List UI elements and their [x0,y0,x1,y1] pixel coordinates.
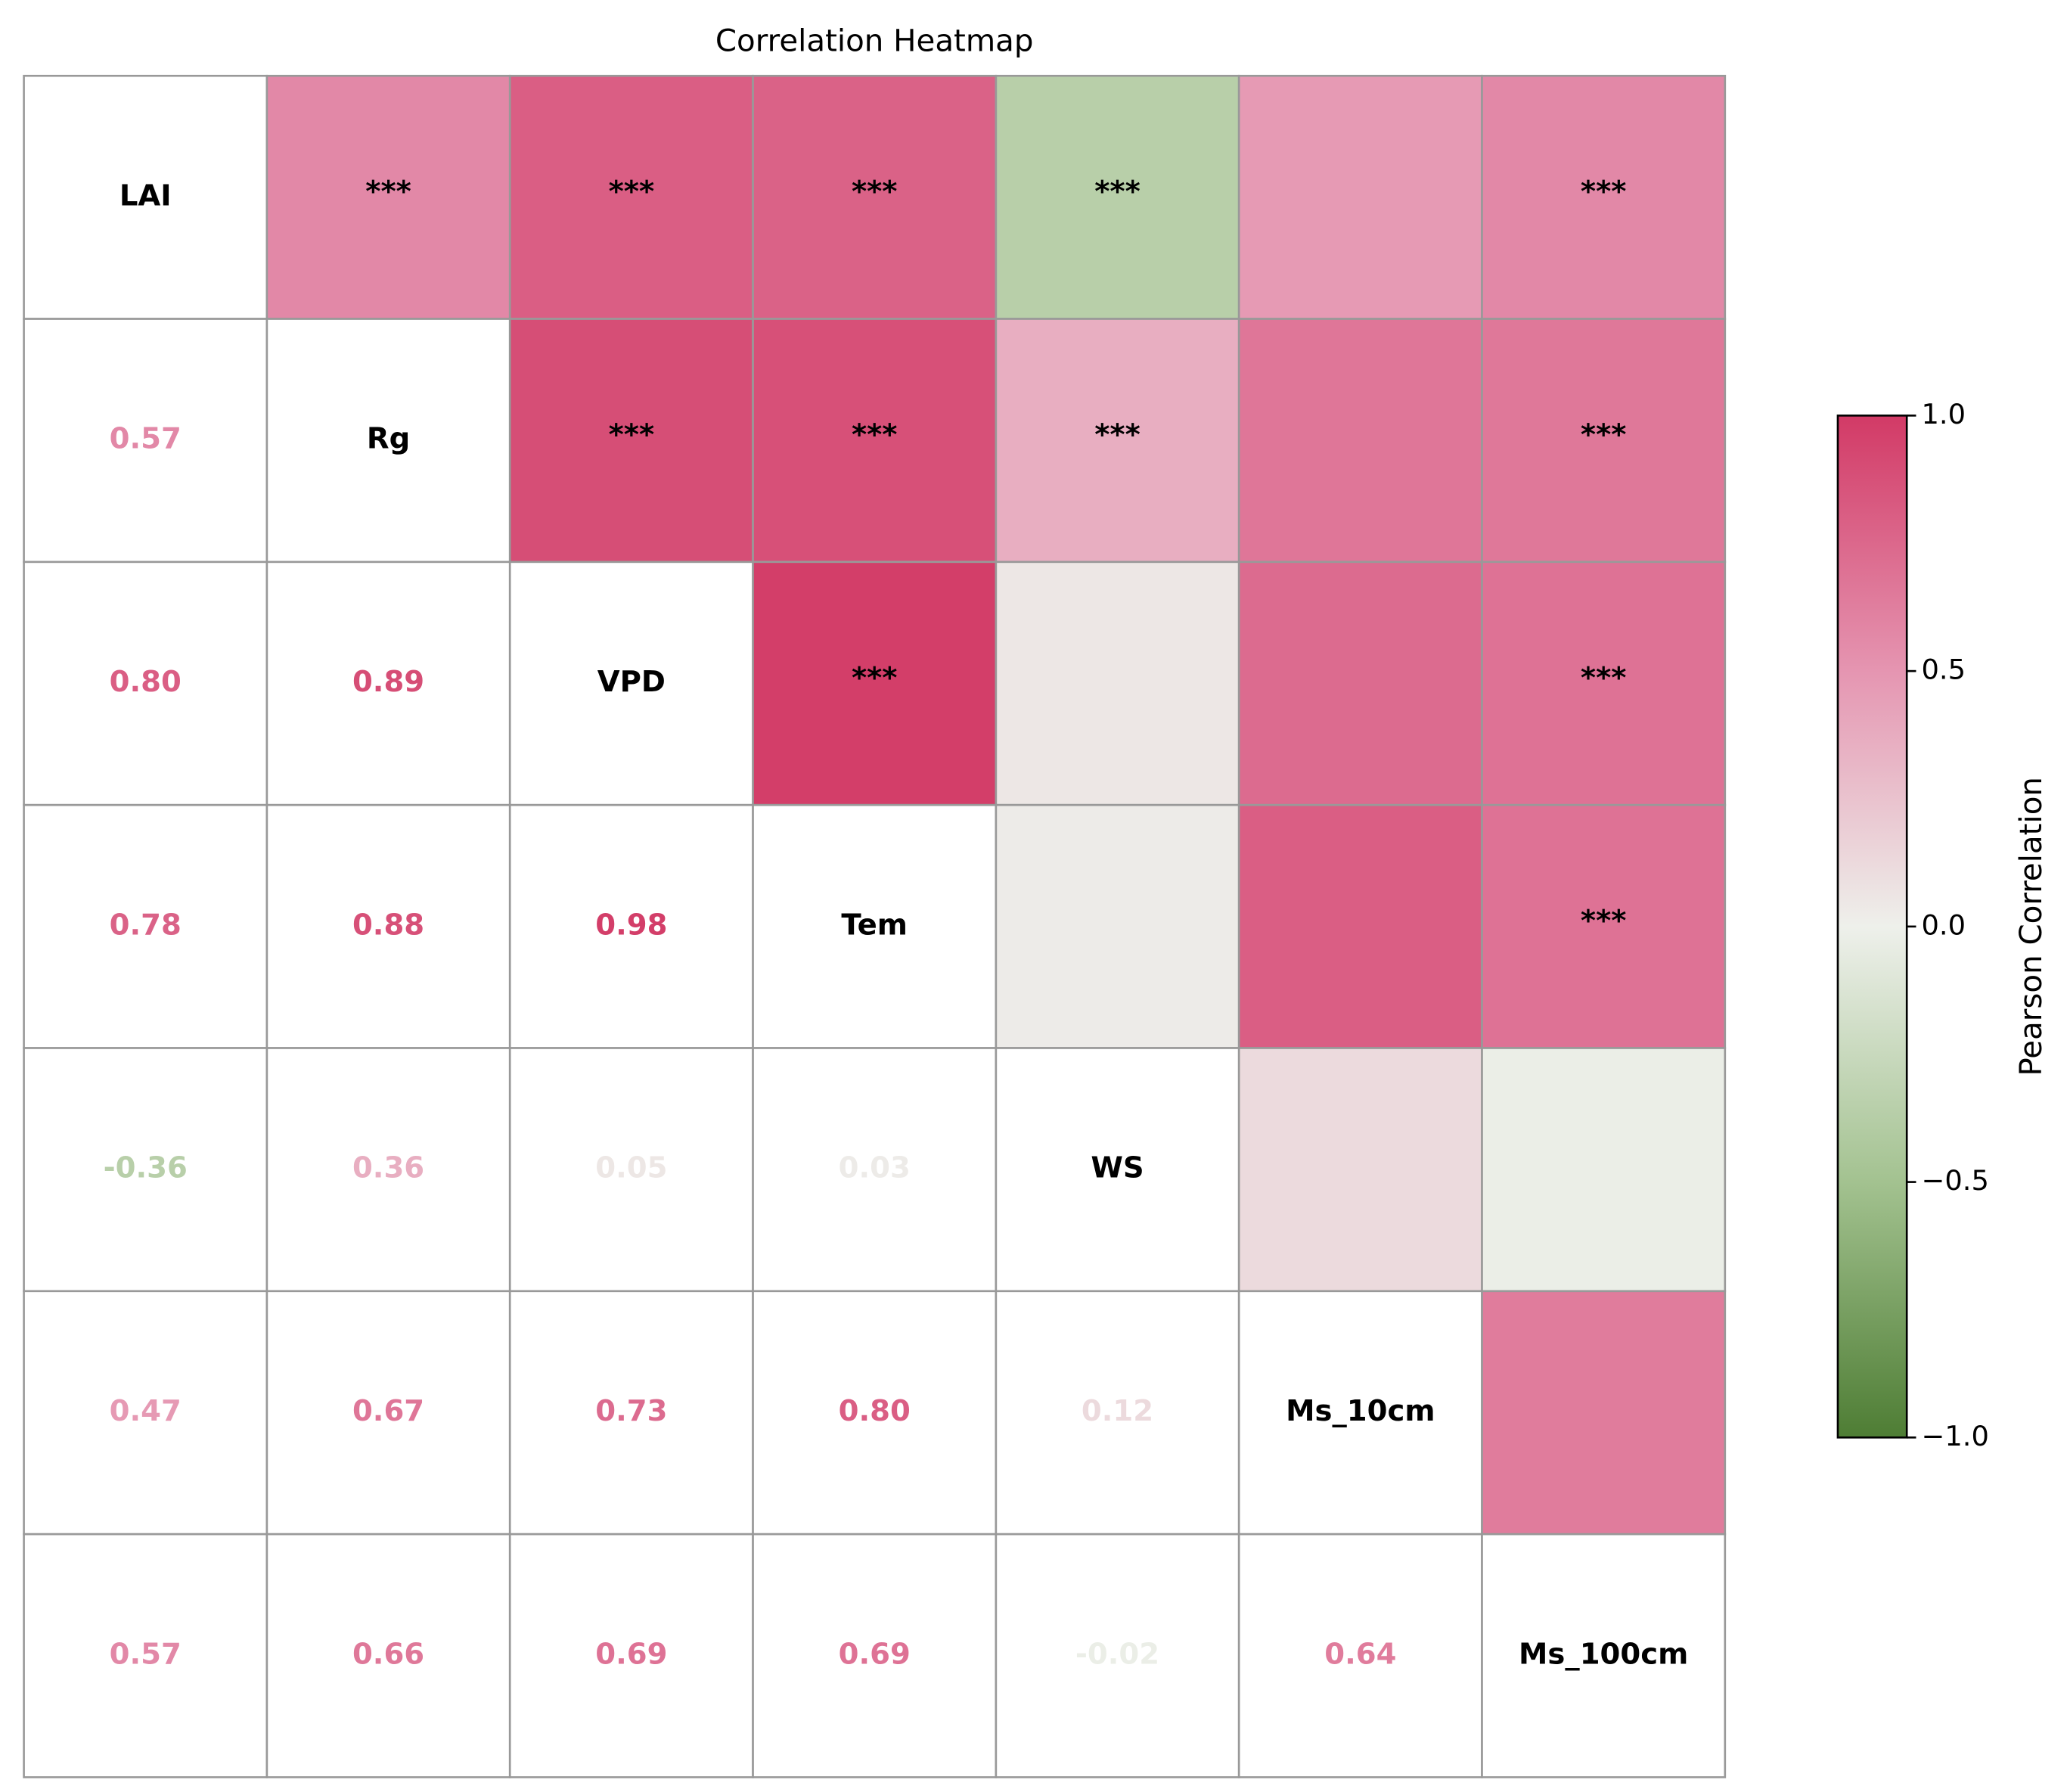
diagonal-cell [995,1047,1240,1293]
value-label: 0.89 [352,665,424,699]
value-label: 0.12 [1082,1394,1153,1428]
variable-label: Tem [841,908,908,942]
heatmap-cell [752,318,998,564]
variable-label: VPD [597,665,666,699]
lower-cell [1237,1533,1483,1778]
heatmap-cell [1481,803,1727,1049]
colorbar [1836,415,1908,1439]
heatmap-cell [1237,318,1483,564]
heatmap-cell [1237,1047,1483,1293]
colorbar-tick-label: −1.0 [1921,1420,1988,1452]
lower-cell [265,561,511,806]
lower-cell [265,1290,511,1536]
significance-stars: *** [1581,661,1627,695]
variable-label: Ms_100cm [1519,1637,1688,1671]
lower-cell [23,561,268,806]
significance-stars: *** [1581,418,1627,452]
value-label: 0.64 [1324,1637,1396,1671]
lower-cell [995,1533,1240,1778]
lower-cell [23,1533,268,1778]
heatmap-cell [1481,1290,1727,1536]
lower-cell [508,1533,754,1778]
value-label: -0.36 [104,1151,188,1185]
value-label: 0.47 [110,1394,182,1428]
lower-cell [752,1290,998,1536]
colorbar-tick-label: 0.0 [1921,908,1966,941]
value-label: 0.57 [110,1637,182,1671]
significance-stars: *** [1094,418,1141,452]
chart-title: Correlation Heatmap [715,23,1034,58]
value-label: 0.67 [352,1394,424,1428]
variable-label: Rg [367,422,410,456]
heatmap-cell [752,74,998,320]
lower-cell [508,1047,754,1293]
value-label: 0.88 [352,908,424,942]
lower-cell [23,803,268,1049]
lower-cell [23,1290,268,1536]
heatmap-cell [1481,318,1727,564]
value-label: 0.57 [110,422,182,456]
heatmap-cell [995,803,1240,1049]
diagonal-cell [1481,1533,1727,1778]
variable-label: LAI [119,179,172,213]
significance-stars: *** [365,175,411,209]
variable-label: WS [1091,1151,1144,1185]
diagonal-cell [23,74,268,320]
significance-stars: *** [1581,175,1627,209]
heatmap-cell [995,561,1240,806]
significance-stars: *** [1094,175,1141,209]
heatmap-cell [508,74,754,320]
significance-stars: *** [609,418,655,452]
diagonal-cell [265,318,511,564]
lower-cell [265,1533,511,1778]
colorbar-label: Pearson Correlation [2013,777,2049,1076]
heatmap-cell [265,74,511,320]
heatmap-cell [1481,74,1727,320]
value-label: -0.02 [1075,1637,1159,1671]
heatmap-cell [1237,561,1483,806]
significance-stars: *** [609,175,655,209]
heatmap-cell [1481,561,1727,806]
lower-cell [508,803,754,1049]
heatmap-cell [1481,1047,1727,1293]
lower-cell [265,803,511,1049]
diagonal-cell [752,803,998,1049]
significance-stars: *** [1581,904,1627,938]
heatmap-cell [1237,74,1483,320]
variable-label: Ms_10cm [1286,1394,1435,1428]
heatmap-cell [1237,803,1483,1049]
value-label: 0.03 [839,1151,911,1185]
significance-stars: *** [852,418,898,452]
value-label: 0.78 [110,908,182,942]
value-label: 0.05 [595,1151,667,1185]
lower-cell [23,1047,268,1293]
colorbar-tick-label: −0.5 [1921,1164,1988,1197]
value-label: 0.36 [352,1151,424,1185]
value-label: 0.98 [595,908,667,942]
significance-stars: *** [852,175,898,209]
significance-stars: *** [852,661,898,695]
lower-cell [752,1533,998,1778]
value-label: 0.80 [839,1394,911,1428]
colorbar-tick-label: 1.0 [1921,398,1966,430]
value-label: 0.69 [839,1637,911,1671]
heatmap-cell [752,561,998,806]
value-label: 0.80 [110,665,182,699]
heatmap-cell [995,74,1240,320]
value-label: 0.66 [352,1637,424,1671]
colorbar-tick-label: 0.5 [1921,654,1966,686]
diagonal-cell [508,561,754,806]
value-label: 0.69 [595,1637,667,1671]
value-label: 0.73 [595,1394,667,1428]
